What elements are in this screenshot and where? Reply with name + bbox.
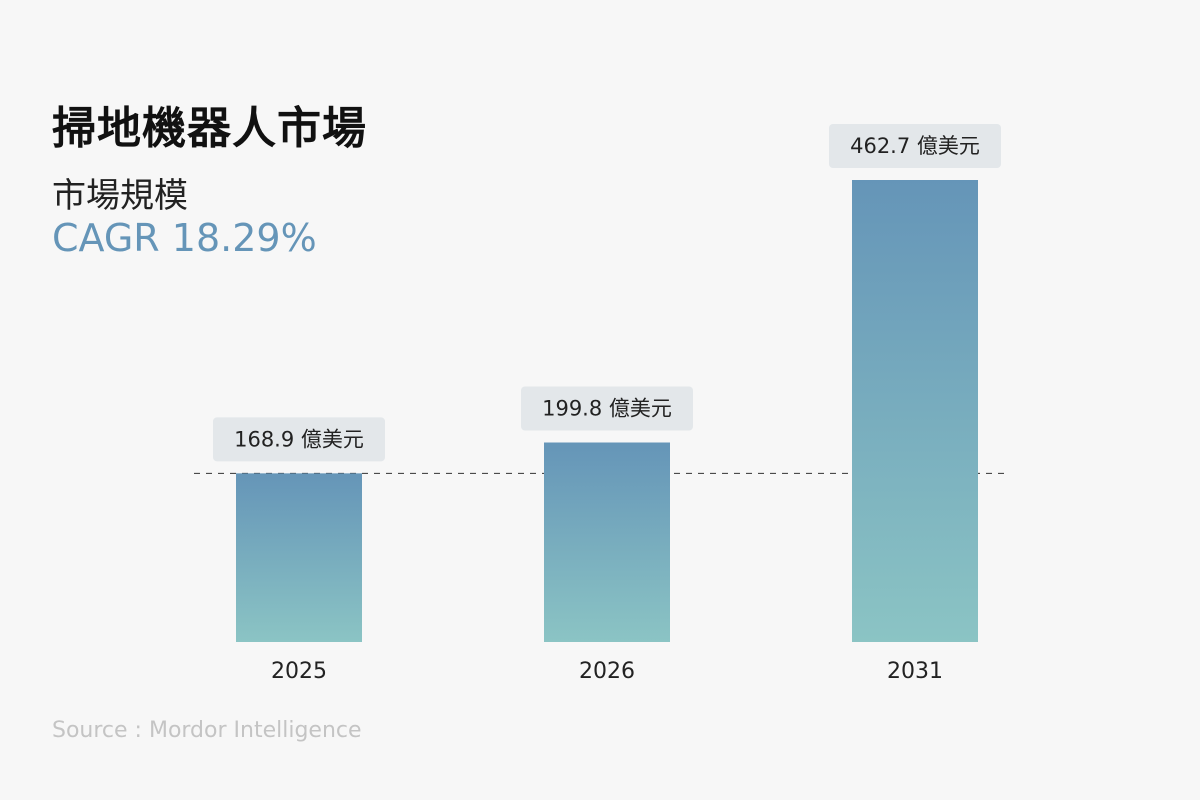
bar-2025 <box>236 473 362 642</box>
value-label: 199.8 億美元 <box>542 397 672 421</box>
bar-2026 <box>544 442 670 642</box>
cagr-label: CAGR 18.29% <box>52 216 317 260</box>
value-label: 462.7 億美元 <box>850 134 980 158</box>
value-label-box <box>829 124 1001 168</box>
category-label: 2031 <box>887 659 943 684</box>
value-label-box <box>213 417 385 462</box>
value-label: 168.9 億美元 <box>234 427 364 451</box>
bar-2031 <box>852 180 978 642</box>
chart-subtitle: 市場規模 <box>52 176 188 216</box>
category-label: 2026 <box>579 659 635 684</box>
source-note: Source : Mordor Intelligence <box>52 718 362 743</box>
category-label: 2025 <box>271 659 327 684</box>
chart-title: 掃地機器人市場 <box>52 103 367 154</box>
value-label-box <box>521 386 693 431</box>
